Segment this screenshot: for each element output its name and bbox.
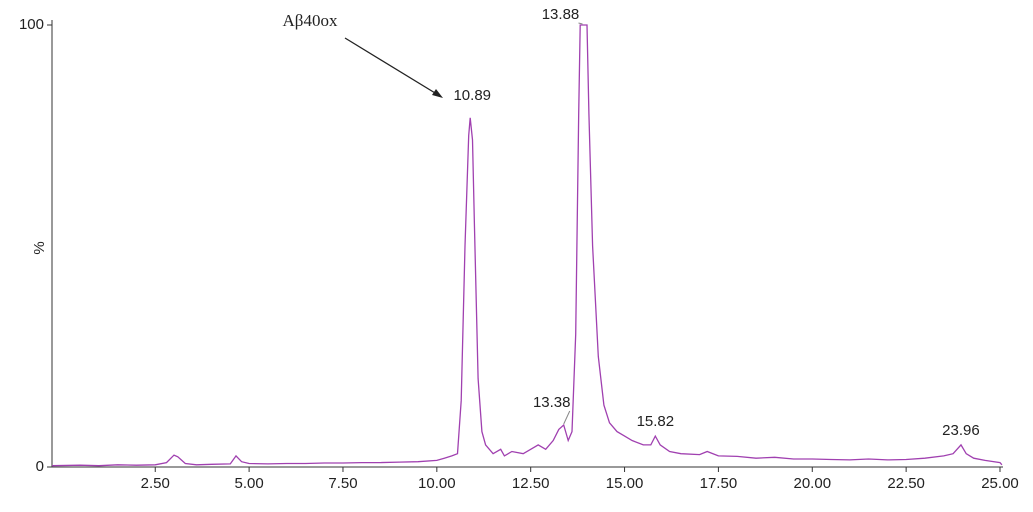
- x-tick-label: 5.00: [235, 475, 264, 492]
- x-tick-label: 7.50: [328, 475, 357, 492]
- x-tick-label: 12.50: [512, 475, 550, 492]
- peak-label: 13.38: [533, 394, 571, 411]
- annotation: Aβ40ox: [283, 11, 338, 30]
- arrow-head: [432, 89, 443, 98]
- trace: [51, 24, 1003, 467]
- annotation-arrow: [344, 37, 441, 97]
- x-tick-label: 17.50: [700, 475, 738, 492]
- x-tick-label: 20.00: [794, 475, 832, 492]
- x-tick-label: 15.00: [606, 475, 644, 492]
- leader-line: [578, 22, 583, 25]
- y-axis-label: %: [31, 241, 48, 254]
- peak-label: 13.88: [542, 6, 580, 23]
- x-tick-label: 2.50: [141, 475, 170, 492]
- x-tick-label: 10.00: [418, 475, 456, 492]
- x-tick-label: 22.50: [887, 475, 925, 492]
- peak-label: 23.96: [942, 422, 980, 439]
- y-tick-label: 100: [19, 16, 44, 33]
- leader-line: [563, 410, 571, 425]
- peak-label: 10.89: [453, 87, 491, 104]
- peak-label: 15.82: [637, 413, 675, 430]
- y-tick-label: 0: [36, 458, 44, 475]
- x-tick-label: 25.00: [981, 475, 1019, 492]
